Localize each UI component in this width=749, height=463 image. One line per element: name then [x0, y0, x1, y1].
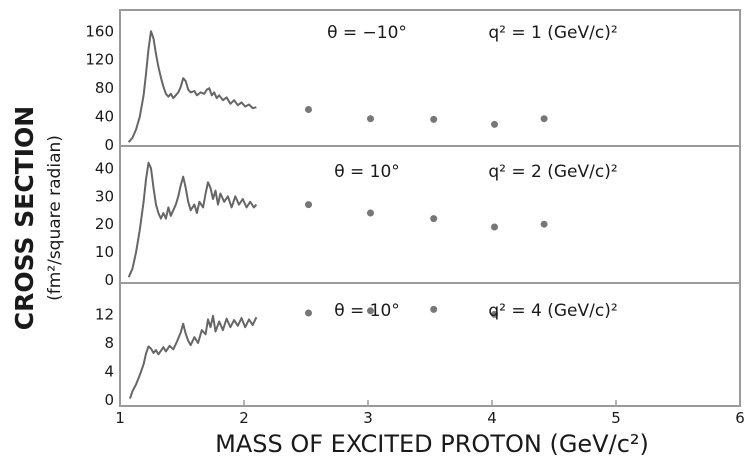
series-line	[127, 161, 258, 278]
data-point	[367, 209, 374, 217]
y-tick-label: 10	[95, 243, 114, 261]
q2-label: q² = 2 (GeV/c)²	[488, 162, 617, 182]
x-axis: 1 2 3 4 5 6	[115, 400, 745, 427]
y-tick-label: 80	[95, 79, 114, 97]
panel-frame	[119, 9, 741, 147]
y-tick-label: 30	[95, 187, 114, 205]
data-point	[430, 115, 438, 123]
data-point	[430, 305, 438, 313]
panel-frame	[119, 282, 741, 407]
x-tick-label: 6	[735, 409, 745, 427]
x-tick-label: 4	[487, 409, 497, 427]
panel-frame	[119, 145, 741, 284]
y-axis-label: CROSS SECTION	[10, 106, 39, 330]
y-tick-label: 40	[95, 108, 114, 126]
data-point	[491, 223, 498, 231]
panel-1: 0 40 80 120 160 θ = −10° q² = 1 (GeV/c)²	[85, 9, 741, 154]
y-tick-label: 20	[95, 215, 114, 233]
y-tick-label: 0	[104, 391, 114, 409]
series-line	[127, 30, 257, 143]
data-point	[305, 106, 312, 113]
y-tick-label: 12	[95, 305, 114, 323]
panel-3: 0 4 8 12 θ = 10° q² = 4 (GeV/c)²	[95, 282, 741, 409]
y-tick-label: 8	[104, 334, 114, 352]
data-point	[305, 309, 312, 317]
data-point	[367, 115, 374, 123]
data-point	[430, 215, 438, 223]
x-tick-label: 1	[115, 409, 125, 427]
theta-label: θ = 10°	[334, 162, 400, 182]
y-axis-title: CROSS SECTION (fm²/square radian)	[10, 106, 65, 330]
y-tick-label: 120	[85, 51, 114, 69]
x-tick-label: 2	[239, 409, 249, 427]
data-point	[491, 120, 498, 128]
y-tick-label: 4	[104, 362, 114, 380]
y-tick-label: 0	[104, 136, 114, 154]
theta-label: θ = 10°	[334, 301, 400, 321]
panel-2: 0 10 20 30 40 θ = 10° q² = 2 (GeV/c)²	[95, 145, 741, 289]
y-tick-label: 40	[95, 159, 114, 177]
data-point	[305, 201, 312, 209]
x-tick-label: 5	[611, 409, 621, 427]
data-point	[367, 307, 374, 315]
data-point	[540, 115, 548, 123]
x-axis-label: MASS OF EXCITED PROTON (GeV/c²)	[215, 430, 649, 458]
y-tick-label: 0	[104, 271, 114, 289]
theta-label: θ = −10°	[327, 23, 407, 43]
y-tick-label: 160	[85, 22, 114, 40]
q2-label: q² = 4 (GeV/c)²	[488, 301, 617, 321]
y-axis-sublabel: (fm²/square radian)	[45, 135, 65, 301]
x-tick-label: 3	[363, 409, 373, 427]
data-point	[491, 310, 498, 318]
data-point	[540, 220, 548, 228]
q2-label: q² = 1 (GeV/c)²	[488, 23, 617, 43]
series-line	[128, 314, 258, 399]
